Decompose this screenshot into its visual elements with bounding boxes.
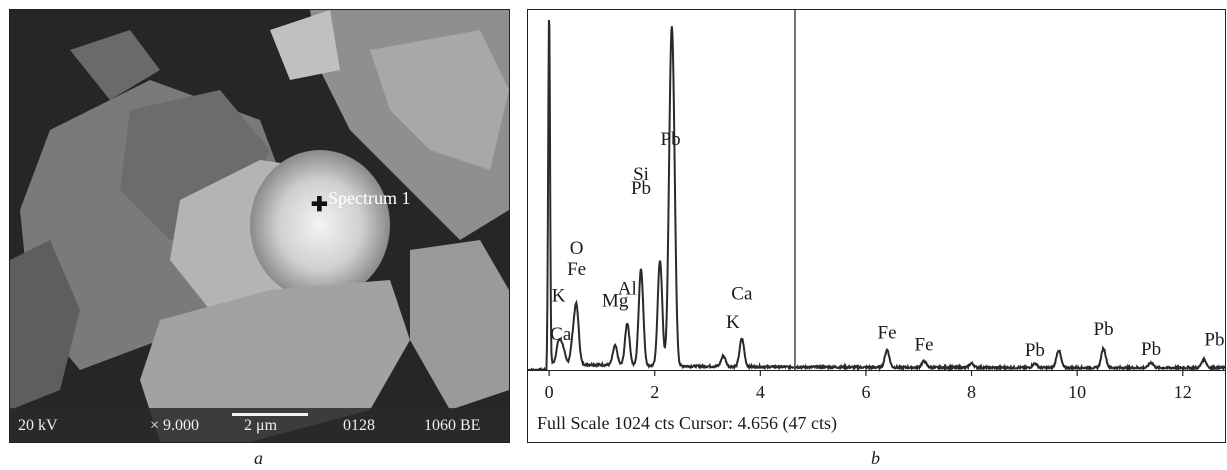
x-tick-label: 12: [1174, 382, 1192, 402]
scale-label: 2 μm: [244, 417, 278, 434]
peak-label: Fe: [878, 322, 897, 343]
x-axis-ticks: 0 2 4 6 8 10 12: [545, 370, 1192, 402]
peak-label: Pb: [631, 178, 651, 199]
x-tick-label: 8: [967, 382, 976, 402]
magnification-label: × 9.000: [150, 417, 200, 434]
peak-label: Pb: [661, 129, 681, 150]
peak-label: K: [552, 285, 566, 306]
peak-label: Mg: [602, 291, 629, 312]
spectrum-marker-label: Spectrum 1: [328, 188, 411, 208]
peak-label: Pb: [1094, 319, 1114, 340]
x-tick-label: 6: [861, 382, 870, 402]
peak-label: Ca: [550, 324, 572, 345]
peak-label: Fe: [567, 259, 586, 280]
sem-image-panel: ✚ Spectrum 1 20 kV × 9.000 2 μm 0128 106…: [9, 9, 510, 443]
peak-label: Si: [633, 164, 649, 185]
peak-label: K: [726, 312, 740, 333]
x-axis-line: [528, 370, 1225, 371]
peak-label: O: [570, 238, 584, 259]
x-tick-label: 10: [1068, 382, 1086, 402]
x-tick-label: 0: [545, 382, 554, 402]
panel-a-label: a: [254, 448, 263, 468]
peak-label: Pb: [1204, 329, 1224, 350]
peak-label: Pb: [1141, 339, 1161, 360]
status-readout: Full Scale 1024 cts Cursor: 4.656 (47 ct…: [537, 413, 837, 433]
panel-b-label: b: [871, 448, 880, 468]
image-number-label: 0128: [343, 417, 375, 434]
eds-spectrum-panel: 0 2 4 6 8 10 12 Pb Si Pb O Fe Al Mg K Ca Ca K Fe Fe Pb Pb Pb P…: [527, 9, 1226, 443]
x-tick-label: 2: [650, 382, 659, 402]
peak-label: Al: [618, 278, 637, 299]
peak-label: Fe: [915, 335, 934, 356]
spectrum-series-line: [528, 19, 1225, 373]
peak-label: Ca: [731, 284, 753, 305]
scale-bar: [232, 413, 308, 416]
spectrum-marker-icon: ✚: [311, 194, 328, 216]
peak-label: Pb: [1025, 340, 1045, 361]
voltage-label: 20 kV: [18, 417, 58, 434]
sem-micrograph: [10, 10, 509, 442]
mode-label: 1060 BE: [424, 417, 481, 434]
x-tick-label: 4: [756, 382, 765, 402]
